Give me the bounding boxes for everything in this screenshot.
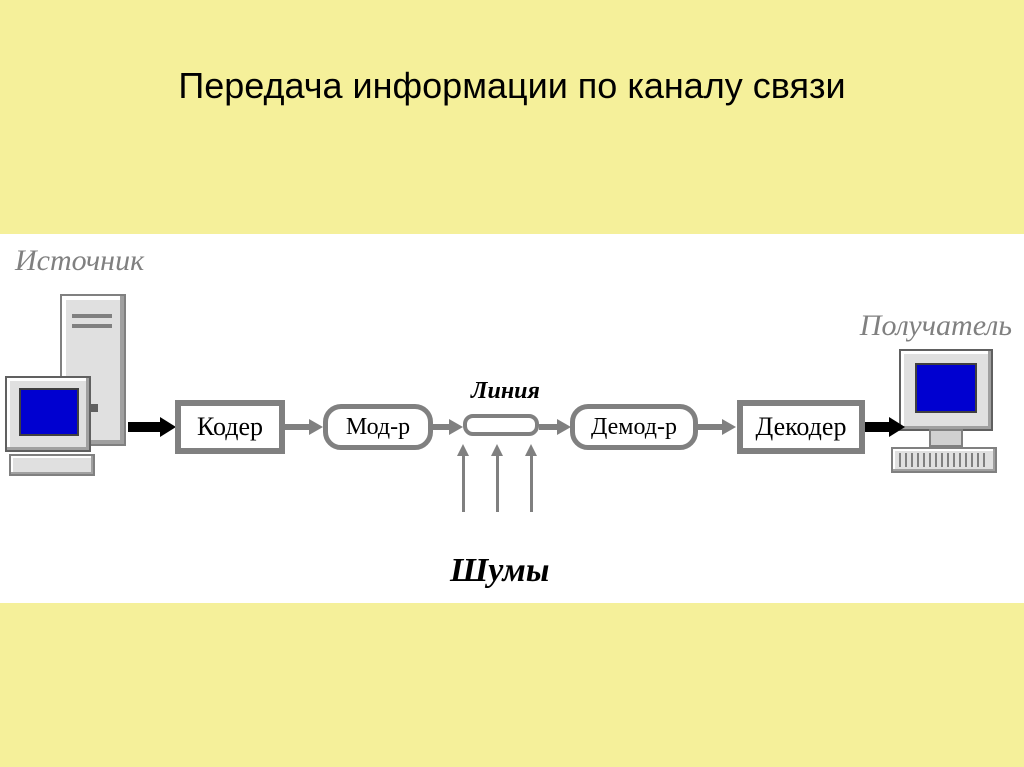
arrow-head-icon — [491, 444, 503, 456]
slide: Передача информации по каналу связи Исто… — [0, 0, 1024, 767]
screen-icon — [19, 388, 79, 436]
noise-arrow — [462, 454, 465, 512]
screen-icon — [915, 363, 977, 413]
demodulator-label: Демод-р — [591, 414, 677, 441]
monitor-icon — [5, 376, 91, 452]
source-label: Источник — [15, 244, 144, 278]
keyboard-icon — [9, 454, 95, 476]
arrow-head-icon — [557, 419, 571, 435]
arrow-source-coder — [128, 422, 164, 432]
source-computer-icon — [5, 294, 145, 484]
line-pill-icon — [463, 414, 539, 436]
noise-label: Шумы — [450, 552, 549, 590]
diagram-canvas: Источник Получатель Линия Шумы — [0, 234, 1024, 603]
monitor-icon — [899, 349, 993, 431]
noise-arrow — [496, 454, 499, 512]
keyboard-icon — [891, 447, 997, 473]
arrow-head-icon — [449, 419, 463, 435]
demodulator-box: Демод-р — [570, 404, 698, 450]
modulator-box: Мод-р — [323, 404, 433, 450]
arrow-head-icon — [309, 419, 323, 435]
decoder-box: Декодер — [737, 400, 865, 454]
arrow-head-icon — [457, 444, 469, 456]
arrow-head-icon — [160, 417, 176, 437]
arrow-head-icon — [889, 417, 905, 437]
slide-title: Передача информации по каналу связи — [0, 65, 1024, 107]
arrow-head-icon — [525, 444, 537, 456]
monitor-stand-icon — [929, 429, 963, 447]
noise-arrow — [530, 454, 533, 512]
receiver-label: Получатель — [860, 309, 1012, 343]
coder-label: Кодер — [197, 412, 263, 442]
arrow-head-icon — [722, 419, 736, 435]
coder-box: Кодер — [175, 400, 285, 454]
modulator-label: Мод-р — [346, 414, 410, 441]
decoder-label: Декодер — [756, 412, 847, 442]
line-label: Линия — [471, 378, 540, 405]
receiver-computer-icon — [889, 349, 1009, 489]
